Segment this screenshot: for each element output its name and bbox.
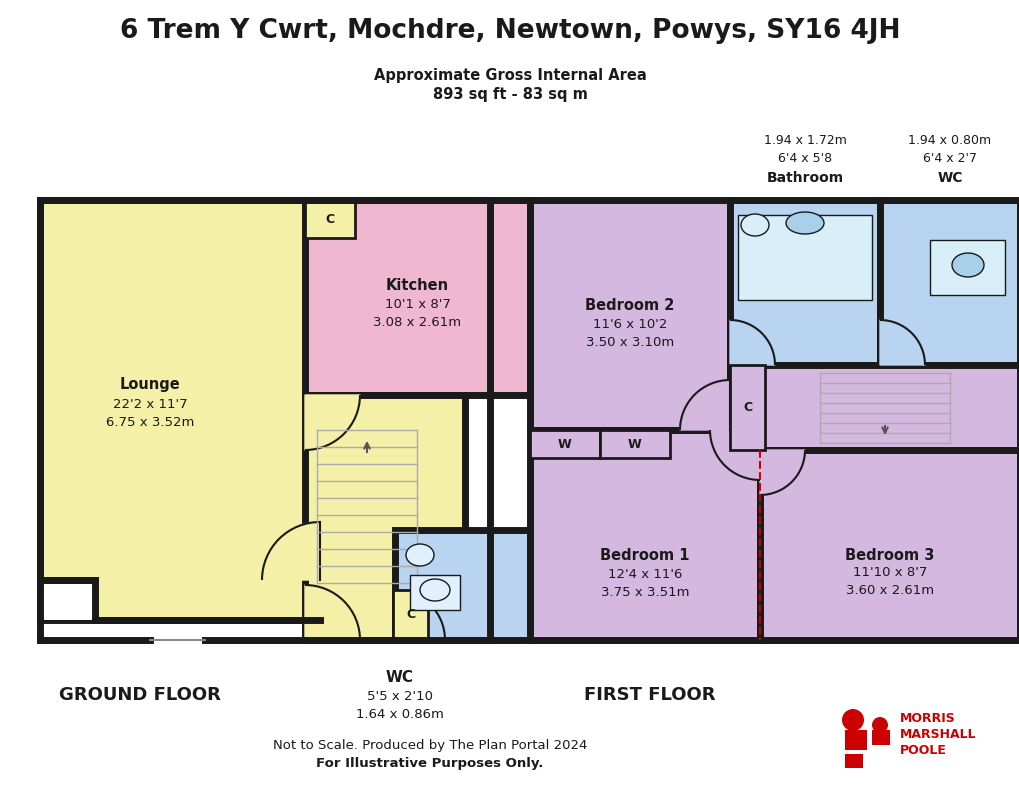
Bar [879, 200, 1019, 365]
Text: 1.64 x 0.86m: 1.64 x 0.86m [356, 708, 443, 720]
Wedge shape [262, 522, 320, 580]
Text: Bedroom 3: Bedroom 3 [845, 548, 933, 563]
Text: 3.75 x 3.51m: 3.75 x 3.51m [600, 586, 689, 600]
Bar [305, 395, 465, 640]
Text: 11'10 x 8'7: 11'10 x 8'7 [852, 567, 926, 579]
Bar [410, 575, 460, 610]
Text: 3.08 x 2.61m: 3.08 x 2.61m [373, 316, 462, 330]
Text: Bedroom 1: Bedroom 1 [599, 548, 689, 563]
Wedge shape [305, 395, 360, 450]
Text: W: W [557, 437, 572, 451]
Bar [844, 730, 866, 750]
Wedge shape [759, 450, 804, 495]
Text: Not to Scale. Produced by The Plan Portal 2024: Not to Scale. Produced by The Plan Porta… [272, 739, 587, 751]
Text: 1.94 x 0.80m: 1.94 x 0.80m [908, 133, 990, 147]
Wedge shape [730, 320, 774, 365]
Bar [844, 754, 862, 768]
Text: 10'1 x 8'7: 10'1 x 8'7 [384, 298, 450, 312]
Bar [305, 200, 355, 238]
Bar [40, 200, 320, 620]
Text: WC: WC [385, 671, 414, 686]
Wedge shape [709, 430, 759, 480]
Text: 3.60 x 2.61m: 3.60 x 2.61m [845, 585, 933, 597]
Text: 6'4 x 5'8: 6'4 x 5'8 [777, 151, 832, 164]
Wedge shape [305, 585, 360, 640]
Text: 3.50 x 3.10m: 3.50 x 3.10m [585, 336, 674, 350]
Text: C: C [742, 401, 751, 414]
Bar [871, 730, 890, 745]
Bar [394, 530, 530, 640]
Bar [730, 365, 764, 450]
Bar [40, 580, 95, 620]
Text: GROUND FLOOR: GROUND FLOOR [59, 686, 221, 704]
Text: Bathroom: Bathroom [765, 171, 843, 185]
Wedge shape [879, 320, 924, 365]
Ellipse shape [740, 214, 768, 236]
Text: Kitchen: Kitchen [385, 278, 448, 293]
Text: MORRIS: MORRIS [899, 712, 955, 724]
Ellipse shape [420, 579, 449, 601]
Circle shape [871, 717, 888, 733]
Ellipse shape [406, 544, 433, 566]
Text: 6'4 x 2'7: 6'4 x 2'7 [922, 151, 976, 164]
Text: Lounge: Lounge [119, 377, 180, 392]
Text: 5'5 x 2'10: 5'5 x 2'10 [367, 690, 433, 704]
Text: 12'4 x 11'6: 12'4 x 11'6 [607, 569, 682, 581]
Text: 1.94 x 1.72m: 1.94 x 1.72m [763, 133, 846, 147]
Text: 22'2 x 11'7: 22'2 x 11'7 [112, 398, 187, 412]
Text: 6 Trem Y Cwrt, Mochdre, Newtown, Powys, SY16 4JH: 6 Trem Y Cwrt, Mochdre, Newtown, Powys, … [119, 18, 900, 44]
Ellipse shape [951, 253, 983, 277]
Text: 11'6 x 10'2: 11'6 x 10'2 [592, 319, 666, 331]
Text: POOLE: POOLE [899, 743, 946, 757]
Text: MARSHALL: MARSHALL [899, 727, 975, 741]
Bar [730, 200, 879, 365]
Bar [929, 240, 1004, 295]
Text: W: W [628, 437, 641, 451]
Text: Approximate Gross Internal Area: Approximate Gross Internal Area [373, 68, 646, 83]
Text: 893 sq ft - 83 sq m: 893 sq ft - 83 sq m [432, 87, 587, 102]
Text: Bedroom 2: Bedroom 2 [585, 297, 674, 312]
Text: For Illustrative Purposes Only.: For Illustrative Purposes Only. [316, 757, 543, 769]
Bar [730, 365, 1019, 450]
Bar [530, 200, 730, 430]
Bar [530, 430, 599, 458]
Bar [738, 215, 871, 300]
Text: C: C [406, 608, 415, 622]
Text: 6.75 x 3.52m: 6.75 x 3.52m [106, 417, 194, 429]
Bar [530, 430, 759, 640]
Bar [392, 590, 428, 640]
Circle shape [841, 709, 863, 731]
Ellipse shape [786, 212, 823, 234]
Bar [305, 200, 530, 395]
Text: FIRST FLOOR: FIRST FLOOR [584, 686, 715, 704]
Bar [759, 450, 1019, 640]
Bar [599, 430, 669, 458]
Wedge shape [680, 380, 730, 430]
Text: C: C [325, 212, 334, 226]
Text: WC: WC [936, 171, 962, 185]
Wedge shape [394, 590, 444, 640]
